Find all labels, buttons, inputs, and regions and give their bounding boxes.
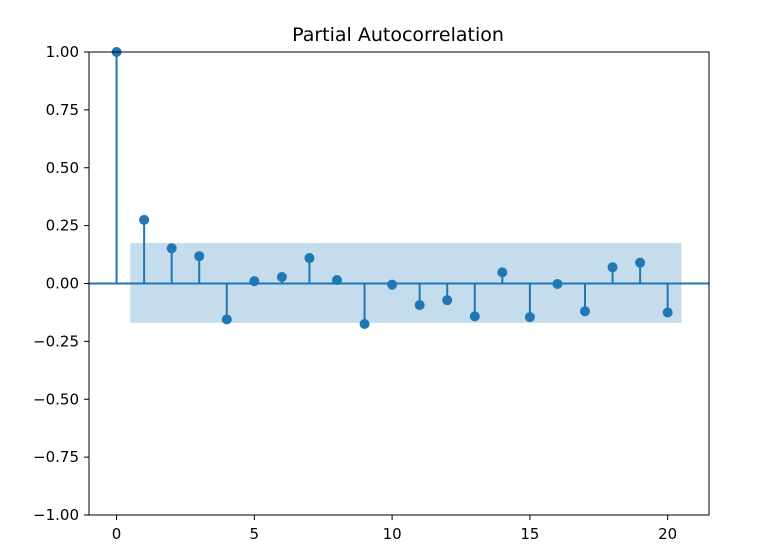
stem-marker-lag-20 [662,307,673,318]
stem-marker-lag-18 [607,262,618,273]
y-tick-label: −0.50 [33,390,79,408]
stem-marker-lag-7 [304,253,315,264]
tick-layer: 1.00 0.75 0.50 0.25 0.00 −0.25 −0.50 −0.75 −1.00… [33,43,677,543]
stem-marker-lag-13 [469,311,480,322]
x-tick-label: 20 [658,525,677,543]
chart-title: Partial Autocorrelation [292,24,504,46]
x-tick-label: 5 [250,525,260,543]
stem-marker-lag-1 [139,214,150,225]
stem-marker-lag-9 [359,319,370,330]
stem-marker-lag-14 [497,267,508,278]
stem-marker-lag-10 [387,279,398,290]
y-tick-label: 0.00 [46,275,79,293]
stem-layer [89,47,709,330]
y-tick-label: 1.00 [46,43,79,61]
stem-marker-lag-3 [194,251,205,262]
stem-marker-lag-11 [414,300,425,311]
y-tick-label: 0.50 [46,159,79,177]
stem-marker-lag-5 [249,276,260,287]
stem-marker-lag-4 [221,314,232,325]
y-tick-label: 0.25 [46,217,79,235]
y-tick-label: −0.25 [33,332,79,350]
stem-marker-lag-12 [442,295,453,306]
x-tick-label: 15 [520,525,539,543]
stem-marker-lag-17 [580,306,590,317]
stem-marker-lag-2 [166,243,177,254]
x-tick-label: 10 [383,525,402,543]
stem-marker-lag-15 [524,312,535,323]
x-tick-label: 0 [112,525,122,543]
stem-marker-lag-19 [635,257,646,268]
y-tick-label: 0.75 [46,101,79,119]
stem-marker-lag-6 [276,272,287,283]
y-tick-label: −1.00 [33,506,79,524]
y-tick-label: −0.75 [33,448,79,466]
